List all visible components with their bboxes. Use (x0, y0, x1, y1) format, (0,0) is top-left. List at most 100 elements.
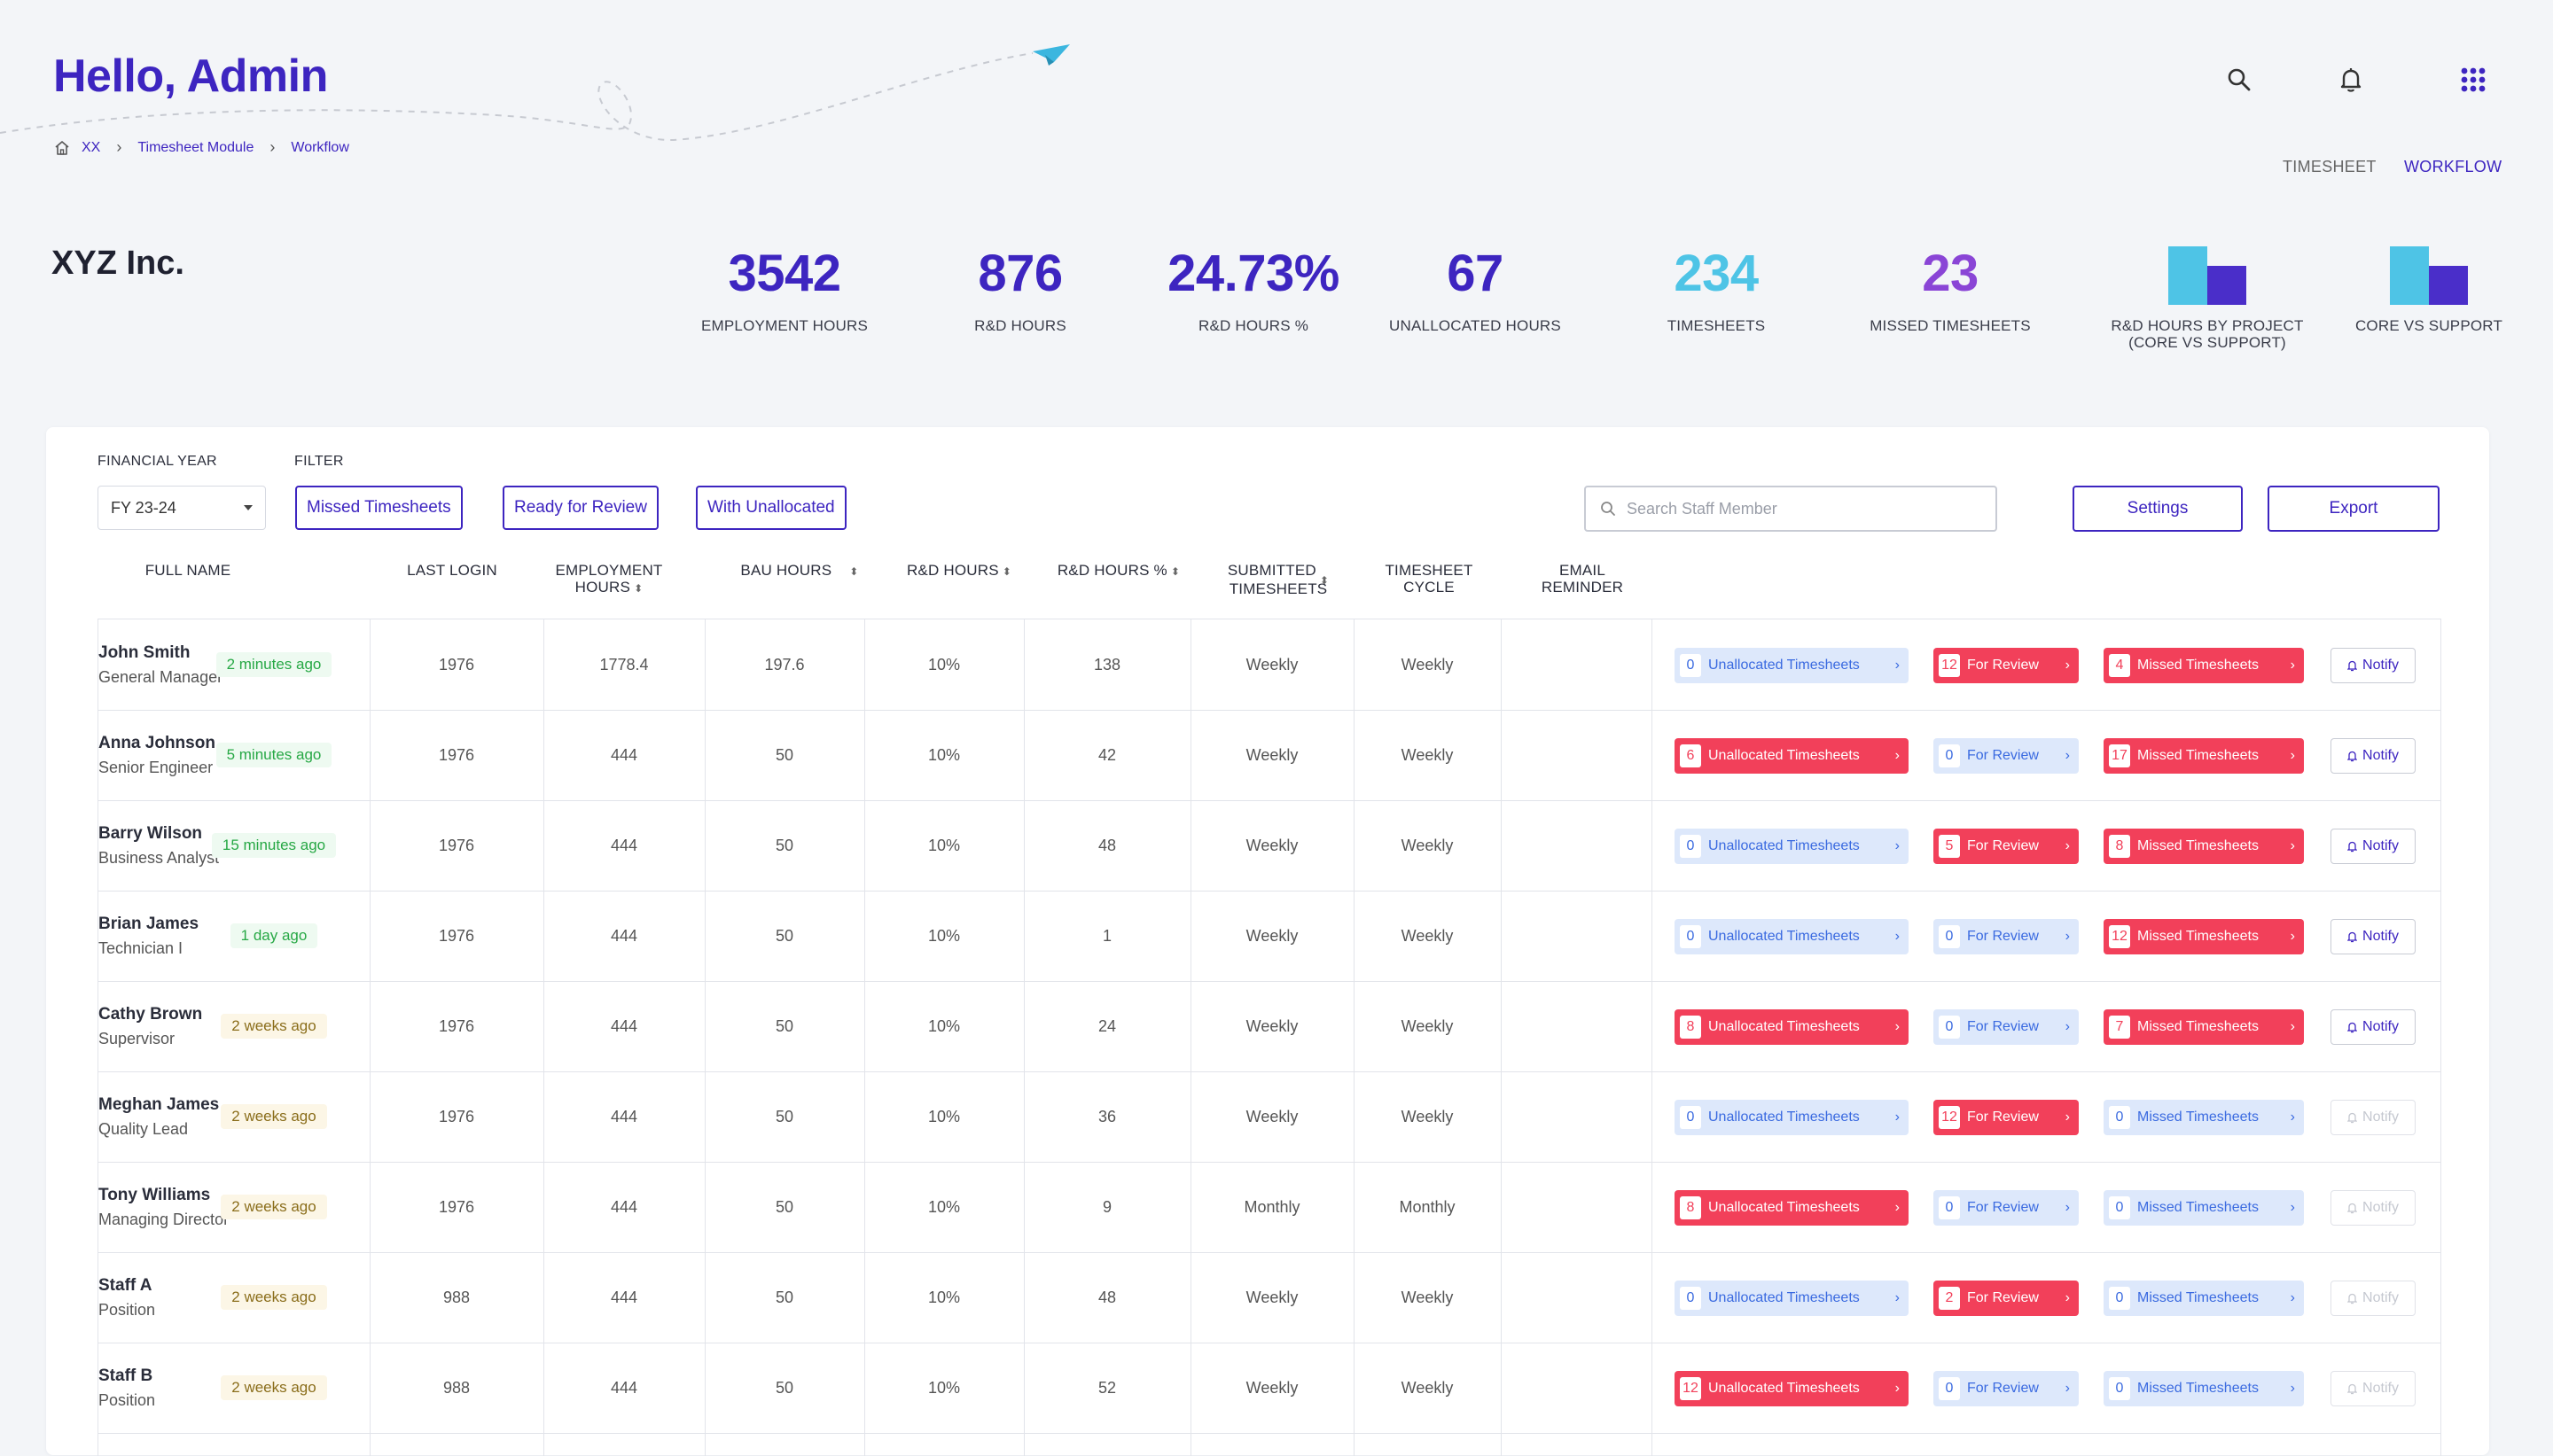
filter-ready-for-review[interactable]: Ready for Review (503, 486, 659, 530)
cell-email-reminder: Weekly (1401, 745, 1454, 764)
staff-name-cell[interactable]: Tony Williams Managing Director (98, 1162, 2440, 1252)
notify-button[interactable]: Notify (2330, 648, 2416, 683)
for-review-button[interactable]: 0 For Review › (1933, 738, 2079, 774)
staff-position: Senior Engineer (98, 758, 214, 776)
for-review-button[interactable]: 12 For Review › (1933, 648, 2079, 683)
table-row[interactable]: Brian James Technician I 1 day ago 1976 444 5… (98, 891, 2440, 982)
financial-year-select[interactable]: FY 23-24 (98, 486, 266, 530)
unallocated-timesheets-button[interactable]: 6 Unallocated Timesheets › (1675, 738, 1909, 774)
filter-missed-timesheets[interactable]: Missed Timesheets (295, 486, 463, 530)
notify-button[interactable]: Notify (2330, 829, 2416, 864)
for-review-button[interactable]: 12 For Review › (1933, 1100, 2079, 1135)
table-row[interactable]: Barry Wilson Business Analyst 15 minutes a… (98, 800, 2440, 892)
support-bar (2429, 266, 2468, 305)
table-row[interactable]: Tony Williams Managing Director 2 weeks ag… (98, 1162, 2440, 1253)
staff-table: John Smith General Manager 2 minutes ago 19… (98, 619, 2441, 1456)
cell-rd-hours-pct: 10% (927, 655, 961, 673)
missed-timesheets-button[interactable]: 8 Missed Timesheets › (2104, 829, 2304, 864)
tab-workflow[interactable]: WORKFLOW (2404, 158, 2502, 175)
header-last-login[interactable]: LAST LOGIN (407, 562, 497, 579)
pill-label: Unallocated Timesheets (1708, 838, 1860, 853)
staff-name-cell[interactable]: Staff B Position (98, 1343, 2440, 1433)
breadcrumb-item-timesheet-module[interactable]: Timesheet Module (137, 139, 254, 155)
staff-name-cell[interactable]: Meghan James Quality Lead (98, 1071, 2440, 1162)
settings-button[interactable]: Settings (2073, 486, 2243, 532)
missed-timesheets-button[interactable]: 17 Missed Timesheets › (2104, 738, 2304, 774)
sort-icon: ⬍ (1170, 565, 1181, 578)
header-rd-hours-pct[interactable]: R&D HOURS % ⬍ (1057, 562, 1181, 579)
count-badge: 0 (2109, 1106, 2130, 1129)
for-review-button[interactable]: 5 For Review › (1933, 829, 2079, 864)
cell-timesheet-cycle: Weekly (1245, 926, 1299, 945)
tab-timesheet[interactable]: TIMESHEET (2283, 158, 2377, 175)
unallocated-timesheets-button[interactable]: 0 Unallocated Timesheets › (1675, 919, 1909, 954)
bell-icon (2347, 931, 2358, 942)
notify-button[interactable]: Notify (2330, 1100, 2416, 1135)
kpi-rd-by-project-chart[interactable]: R&D HOURS BY PROJECT (CORE VS SUPPORT) (2092, 243, 2323, 351)
filter-with-unallocated[interactable]: With Unallocated (696, 486, 847, 530)
chevron-right-icon: › (1894, 1019, 1900, 1034)
for-review-button[interactable]: 0 For Review › (1933, 1190, 2079, 1226)
staff-name-cell[interactable]: Barry Wilson Business Analyst (98, 800, 2440, 891)
apps-button[interactable] (2454, 60, 2493, 99)
notify-button[interactable]: Notify (2330, 1190, 2416, 1226)
notify-button[interactable]: Notify (2330, 919, 2416, 954)
search-input[interactable]: Search Staff Member (1584, 486, 1997, 532)
missed-timesheets-button[interactable]: 4 Missed Timesheets › (2104, 648, 2304, 683)
table-row[interactable]: Staff A Position 2 weeks ago 988 444 50 10% 48 W… (98, 1252, 2440, 1343)
kpi-label: UNALLOCATED HOURS (1389, 317, 1561, 334)
chevron-right-icon: › (2065, 1019, 2070, 1034)
notify-button[interactable]: Notify (2330, 1009, 2416, 1045)
table-row[interactable]: John Smith General Manager 2 minutes ago 19… (98, 619, 2440, 711)
company-name: XYZ Inc. (51, 245, 184, 282)
table-row[interactable]: Cathy Brown Supervisor 2 weeks ago 1976 444 5… (98, 981, 2440, 1072)
home-icon[interactable] (53, 139, 71, 157)
count-badge: 12 (2109, 925, 2130, 948)
breadcrumb-item-xx[interactable]: XX (82, 139, 101, 155)
kpi-value: 3542 (728, 245, 841, 302)
missed-timesheets-button[interactable]: 0 Missed Timesheets › (2104, 1190, 2304, 1226)
search-button[interactable] (2220, 60, 2259, 99)
missed-timesheets-button[interactable]: 0 Missed Timesheets › (2104, 1100, 2304, 1135)
for-review-button[interactable]: 2 For Review › (1933, 1281, 2079, 1316)
header-rd-hours[interactable]: R&D HOURS ⬍ (906, 562, 1012, 579)
chevron-right-icon: › (2290, 748, 2295, 763)
header-full-name[interactable]: FULL NAME (144, 562, 231, 579)
export-button[interactable]: Export (2268, 486, 2440, 532)
missed-timesheets-button[interactable]: 12 Missed Timesheets › (2104, 919, 2304, 954)
staff-name: Cathy Brown (98, 1004, 203, 1024)
for-review-button[interactable]: 0 For Review › (1933, 1371, 2079, 1406)
unallocated-timesheets-button[interactable]: 0 Unallocated Timesheets › (1675, 1281, 1909, 1316)
header-bau-hours[interactable]: BAU HOURS ⬍ (740, 562, 859, 579)
notify-button[interactable]: Notify (2330, 1281, 2416, 1316)
for-review-button[interactable]: 0 For Review › (1933, 919, 2079, 954)
missed-timesheets-button[interactable]: 0 Missed Timesheets › (2104, 1281, 2304, 1316)
header-employment-hours[interactable]: EMPLOYMENT HOURS ⬍ (538, 562, 680, 597)
unallocated-timesheets-button[interactable]: 12 Unallocated Timesheets › (1675, 1371, 1909, 1406)
page-greeting: Hello, Admin (53, 51, 328, 102)
staff-name-cell[interactable]: Staff A Position (98, 1252, 2440, 1343)
table-row[interactable]: Meghan James Quality Lead 2 weeks ago 1976 4… (98, 1071, 2440, 1163)
unallocated-timesheets-button[interactable]: 8 Unallocated Timesheets › (1675, 1009, 1909, 1045)
missed-timesheets-button[interactable]: 0 Missed Timesheets › (2104, 1371, 2304, 1406)
notifications-button[interactable] (2331, 60, 2370, 99)
notify-button[interactable]: Notify (2330, 738, 2416, 774)
unallocated-timesheets-button[interactable]: 0 Unallocated Timesheets › (1675, 1100, 1909, 1135)
unallocated-timesheets-button[interactable]: 8 Unallocated Timesheets › (1675, 1190, 1909, 1226)
staff-name-cell[interactable]: Anna Johnson Senior Engineer (98, 710, 2440, 800)
kpi-core-vs-support-chart[interactable]: CORE VS SUPPORT (2323, 243, 2535, 334)
unallocated-timesheets-button[interactable]: 0 Unallocated Timesheets › (1675, 829, 1909, 864)
staff-name-cell[interactable]: Cathy Brown Supervisor (98, 981, 2440, 1071)
header-submitted-timesheets[interactable]: SUBMITTED⬍ TIMESHEETS (1198, 562, 1358, 597)
staff-name-cell[interactable]: Brian James Technician I (98, 891, 2440, 981)
for-review-button[interactable]: 0 For Review › (1933, 1009, 2079, 1045)
table-row[interactable]: Staff B Position 2 weeks ago 988 444 50 10% 52 W… (98, 1343, 2440, 1434)
caret-down-icon (244, 505, 253, 510)
missed-timesheets-button[interactable]: 7 Missed Timesheets › (2104, 1009, 2304, 1045)
table-row[interactable]: Anna Johnson Senior Engineer 5 minutes ago… (98, 710, 2440, 801)
notify-button[interactable]: Notify (2330, 1371, 2416, 1406)
breadcrumb-item-workflow[interactable]: Workflow (291, 139, 349, 155)
notify-label: Notify (2362, 1110, 2399, 1125)
staff-name-cell[interactable]: John Smith General Manager (98, 619, 2440, 710)
unallocated-timesheets-button[interactable]: 0 Unallocated Timesheets › (1675, 648, 1909, 683)
